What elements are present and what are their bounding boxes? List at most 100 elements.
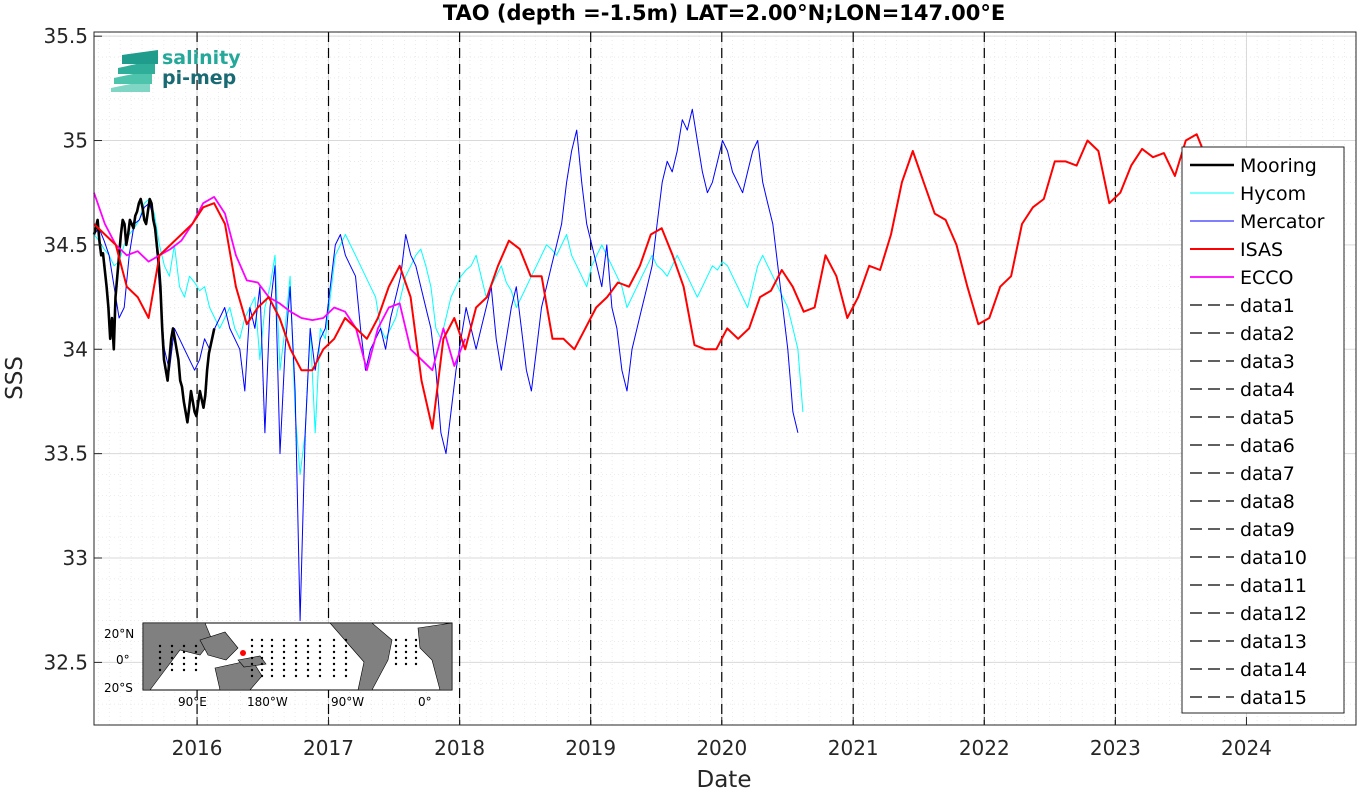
map-mooring-dot <box>344 656 348 660</box>
map-lon-label-0: 0° <box>418 695 432 709</box>
map-mooring-dot <box>306 662 310 666</box>
map-mooring-dot <box>318 668 322 672</box>
series-lines <box>92 108 1242 622</box>
map-mooring-dot <box>194 656 198 660</box>
map-mooring-dot <box>414 644 418 648</box>
map-mooring-dot <box>332 650 336 654</box>
map-mooring-dot <box>270 668 274 672</box>
map-mooring-dot <box>332 644 336 648</box>
y-tick-label: 34.5 <box>43 233 88 257</box>
map-mooring-dot <box>250 638 254 642</box>
map-mooring-dot <box>270 656 274 660</box>
map-mooring-dot <box>294 668 298 672</box>
map-mooring-dot <box>260 650 264 654</box>
x-tick-label: 2021 <box>828 736 879 760</box>
map-mooring-dot <box>318 662 322 666</box>
map-mooring-dot <box>170 656 174 660</box>
map-mooring-dot <box>282 656 286 660</box>
map-mooring-dot <box>306 638 310 642</box>
map-mooring-dot <box>294 656 298 660</box>
map-mooring-dot <box>260 668 264 672</box>
x-tick-label: 2020 <box>696 736 747 760</box>
map-mooring-dot <box>414 638 418 642</box>
legend-label-data1: data1 <box>1240 295 1295 317</box>
map-lat-label-20n: 20°N <box>104 627 134 641</box>
logo-text-salinity: salinity <box>162 47 241 69</box>
legend-label-data8: data8 <box>1240 491 1295 513</box>
map-mooring-dot <box>318 674 322 678</box>
map-mooring-dot <box>344 662 348 666</box>
legend-label-mooring: Mooring <box>1240 155 1317 177</box>
map-mooring-dot <box>282 650 286 654</box>
map-mooring-dot <box>170 662 174 666</box>
legend-label-ecco: ECCO <box>1240 267 1294 289</box>
map-mooring-dot <box>250 668 254 672</box>
map-mooring-dot <box>318 650 322 654</box>
map-mooring-dot <box>332 668 336 672</box>
y-tick-label: 34 <box>63 337 88 361</box>
map-mooring-dot <box>282 668 286 672</box>
x-tick-label: 2019 <box>565 736 616 760</box>
map-mooring-dot <box>294 662 298 666</box>
map-mooring-dot <box>404 656 408 660</box>
map-lat-label-20s: 20°S <box>104 681 133 695</box>
x-ticks: 2016 2017 2018 2019 2020 2021 2022 2023 2024 <box>172 717 1272 760</box>
map-mooring-dot <box>318 638 322 642</box>
series-line-isas <box>93 133 1242 430</box>
map-mooring-dot <box>282 662 286 666</box>
legend-label-data6: data6 <box>1240 435 1295 457</box>
map-mooring-dot <box>182 662 186 666</box>
chart-title: TAO (depth =-1.5m) LAT=2.00°N;LON=147.00… <box>443 1 1005 25</box>
map-mooring-dot <box>404 650 408 654</box>
map-mooring-dot <box>282 674 286 678</box>
map-mooring-dot <box>404 662 408 666</box>
map-mooring-dot <box>306 668 310 672</box>
legend-label-data5: data5 <box>1240 407 1295 429</box>
map-mooring-dot <box>394 650 398 654</box>
map-mooring-dot <box>282 638 286 642</box>
series-line-mooring <box>92 197 216 424</box>
map-mooring-dot <box>182 656 186 660</box>
legend-label-data7: data7 <box>1240 463 1295 485</box>
map-mooring-dot <box>282 644 286 648</box>
legend-label-data13: data13 <box>1240 631 1307 653</box>
map-mooring-dot <box>306 644 310 648</box>
map-mooring-dot <box>170 650 174 654</box>
salinity-pimep-logo: salinity pi-mep <box>111 47 241 92</box>
legend-label-hycom: Hycom <box>1240 183 1306 205</box>
map-mooring-dot <box>270 674 274 678</box>
map-mooring-dot <box>414 650 418 654</box>
logo-text-pimep: pi-mep <box>162 67 236 89</box>
map-mooring-dot <box>250 656 254 660</box>
x-tick-label: 2023 <box>1090 736 1141 760</box>
map-mooring-dot <box>294 650 298 654</box>
map-land-indonesia <box>199 631 239 661</box>
map-mooring-dot <box>170 668 174 672</box>
x-tick-label: 2024 <box>1221 736 1272 760</box>
map-lon-label-90e: 90°E <box>178 695 207 709</box>
map-mooring-dot <box>194 668 198 672</box>
map-lon-label-180w: 180°W <box>247 695 288 709</box>
map-selected-location <box>240 650 246 656</box>
y-tick-label: 33 <box>63 546 88 570</box>
map-mooring-dot <box>250 662 254 666</box>
map-mooring-dot <box>344 644 348 648</box>
legend-label-data15: data15 <box>1240 687 1307 709</box>
map-mooring-dot <box>260 644 264 648</box>
map-mooring-dot <box>270 650 274 654</box>
map-mooring-dot <box>344 638 348 642</box>
map-mooring-dot <box>414 656 418 660</box>
map-mooring-dot <box>158 662 162 666</box>
map-mooring-dot <box>182 650 186 654</box>
map-mooring-dot <box>394 644 398 648</box>
map-mooring-dot <box>404 644 408 648</box>
map-mooring-dot <box>414 662 418 666</box>
legend-label-data12: data12 <box>1240 603 1307 625</box>
map-mooring-dot <box>260 674 264 678</box>
map-mooring-dot <box>158 656 162 660</box>
y-tick-label: 35 <box>63 129 88 153</box>
y-tick-label: 33.5 <box>43 442 88 466</box>
map-mooring-dot <box>318 656 322 660</box>
x-tick-label: 2017 <box>303 736 354 760</box>
map-mooring-dot <box>250 650 254 654</box>
